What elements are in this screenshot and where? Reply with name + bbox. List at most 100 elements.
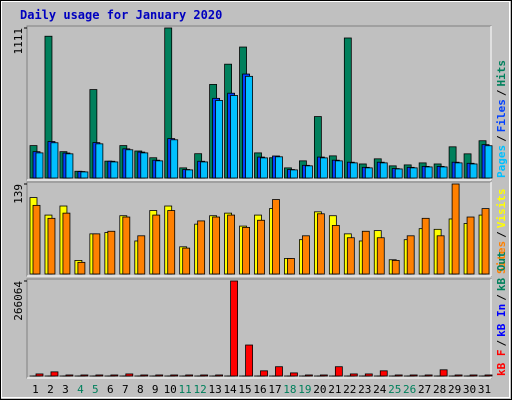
bar bbox=[242, 226, 250, 275]
bar bbox=[481, 208, 490, 275]
bar bbox=[107, 230, 116, 275]
x-tick-label: 23 bbox=[358, 383, 371, 396]
chart-title: Daily usage for January 2020 bbox=[20, 8, 222, 22]
y-tick-label: 139 bbox=[12, 184, 25, 204]
x-tick-label: 26 bbox=[403, 383, 416, 396]
bar bbox=[65, 153, 74, 179]
bar bbox=[122, 216, 131, 275]
bar bbox=[140, 152, 149, 179]
legend-entry: kB In bbox=[495, 304, 508, 337]
bar bbox=[200, 161, 209, 179]
bar bbox=[182, 247, 191, 275]
x-tick-label: 24 bbox=[373, 383, 387, 396]
bar bbox=[155, 160, 164, 179]
x-tick-label: 12 bbox=[194, 383, 207, 396]
bar bbox=[406, 235, 415, 275]
bar bbox=[197, 220, 206, 275]
legend-entry: kB F bbox=[495, 350, 508, 377]
bar bbox=[421, 217, 430, 275]
x-tick-label: 5 bbox=[92, 383, 99, 396]
bar bbox=[349, 162, 358, 179]
bar bbox=[227, 214, 235, 275]
bar bbox=[125, 149, 134, 179]
bar bbox=[376, 237, 385, 275]
x-tick-label: 6 bbox=[107, 383, 114, 396]
bar bbox=[35, 152, 44, 179]
x-tick-label: 21 bbox=[328, 383, 341, 396]
bar bbox=[484, 145, 493, 179]
legend: kB F / kB In / kB Out bbox=[495, 251, 508, 376]
bar bbox=[424, 166, 433, 179]
bar bbox=[379, 370, 388, 377]
x-tick-label: 3 bbox=[62, 383, 69, 396]
bar bbox=[260, 157, 268, 179]
x-tick-label: 29 bbox=[448, 383, 461, 396]
bar bbox=[394, 168, 403, 179]
x-tick-label: 18 bbox=[283, 383, 296, 396]
bar bbox=[275, 156, 283, 179]
legend-entry: kB Out bbox=[495, 251, 508, 291]
bar bbox=[361, 230, 370, 275]
bar bbox=[275, 366, 283, 377]
bar bbox=[32, 204, 41, 275]
x-tick-label: 2 bbox=[47, 383, 54, 396]
bar bbox=[349, 373, 358, 377]
legend-separator: / bbox=[495, 340, 508, 347]
bar bbox=[212, 216, 221, 275]
bar bbox=[50, 371, 59, 377]
x-tick-label: 8 bbox=[137, 383, 144, 396]
bar bbox=[302, 235, 310, 275]
bar bbox=[331, 225, 340, 275]
bar bbox=[305, 165, 313, 179]
legend-separator: / bbox=[495, 89, 508, 96]
legend: Sites / Visits bbox=[495, 189, 508, 275]
bar bbox=[125, 373, 134, 377]
bar bbox=[343, 37, 352, 179]
bar bbox=[167, 210, 176, 275]
bar bbox=[257, 219, 265, 275]
bar bbox=[379, 162, 388, 179]
x-tick-label: 30 bbox=[463, 383, 476, 396]
bar bbox=[439, 166, 448, 179]
bar bbox=[92, 233, 101, 275]
legend-separator: / bbox=[495, 135, 508, 142]
x-tick-label: 9 bbox=[152, 383, 159, 396]
legend-entry: Files bbox=[495, 99, 508, 132]
bar bbox=[185, 169, 194, 179]
bar bbox=[305, 374, 313, 377]
bar bbox=[77, 261, 86, 275]
bar bbox=[230, 95, 238, 179]
bar bbox=[391, 260, 400, 275]
bar bbox=[95, 143, 104, 179]
x-tick-label: 14 bbox=[223, 383, 237, 396]
bar bbox=[110, 374, 119, 377]
legend-entry: Visits bbox=[495, 189, 508, 229]
x-tick-label: 31 bbox=[478, 383, 491, 396]
x-tick-label: 17 bbox=[268, 383, 281, 396]
legend-separator: / bbox=[495, 231, 508, 238]
bar bbox=[47, 217, 56, 275]
bar bbox=[334, 366, 343, 377]
legend-entry: Sites bbox=[495, 241, 508, 274]
bar bbox=[170, 374, 179, 377]
bar bbox=[394, 374, 403, 377]
bar bbox=[35, 373, 44, 377]
plot-area bbox=[26, 278, 492, 379]
bar bbox=[290, 169, 298, 179]
bar bbox=[287, 258, 295, 275]
bar bbox=[319, 374, 328, 377]
bar bbox=[215, 100, 224, 179]
bar bbox=[466, 216, 475, 275]
bar bbox=[155, 374, 164, 377]
bar bbox=[484, 374, 493, 377]
y-tick-label: 266064 bbox=[12, 281, 25, 321]
bar bbox=[200, 374, 209, 377]
bar bbox=[364, 167, 373, 179]
x-tick-label: 15 bbox=[238, 383, 251, 396]
legend-entry: Hits bbox=[495, 60, 508, 87]
bar bbox=[137, 235, 146, 275]
x-tick-label: 25 bbox=[388, 383, 401, 396]
bar bbox=[272, 199, 280, 275]
legend-separator: / bbox=[495, 294, 508, 301]
